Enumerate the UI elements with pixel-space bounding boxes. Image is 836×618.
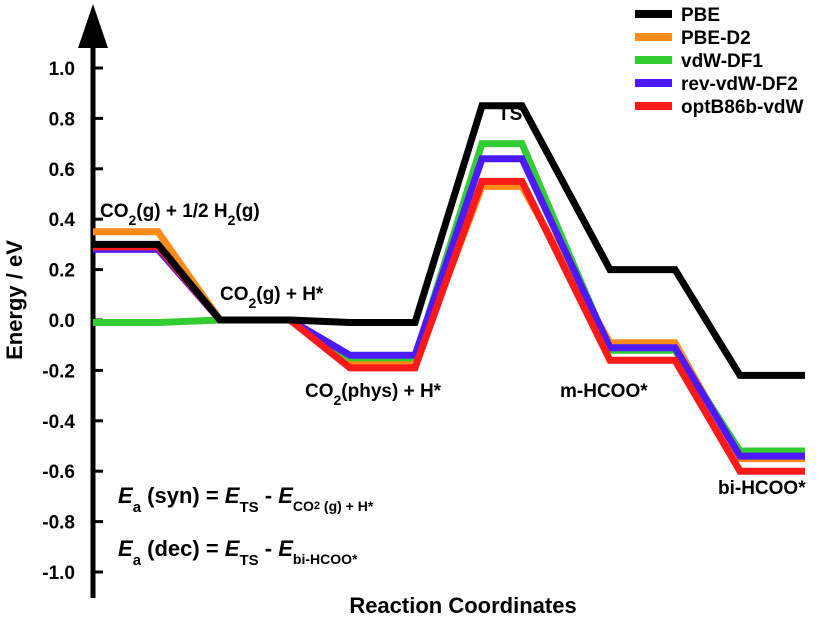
series-group	[93, 102, 805, 475]
legend-label: optB86b-vdW	[681, 97, 804, 118]
y-tick-label: -0.2	[42, 361, 75, 382]
y-tick-label: -0.6	[42, 462, 75, 483]
y-tick-label: 0.6	[49, 160, 75, 181]
state-label: CO2(g) + 1/2 H2(g)	[100, 201, 260, 228]
y-tick-label: -0.4	[42, 412, 75, 433]
x-axis-title: Reaction Coordinates	[349, 593, 576, 618]
y-tick-label: 0.0	[49, 311, 75, 332]
activation-energy-equation: Ea (syn) = ETS - ECO2 (g) + H*	[118, 483, 374, 516]
state-label: m-HCOO*	[560, 381, 648, 402]
state-labels: CO2(g) + 1/2 H2(g) CO2(g) + H* CO2(phys) +…	[100, 104, 806, 499]
series-line-optb86b-vdw	[93, 177, 805, 475]
equations: Ea (syn) = ETS - ECO2 (g) + H* Ea (dec) =…	[118, 483, 374, 569]
y-axis-title: Energy / eV	[2, 240, 27, 360]
legend-label: PBE-D2	[681, 28, 751, 49]
legend-label: vdW-DF1	[681, 51, 763, 72]
y-tick-label: 1.0	[49, 59, 75, 80]
y-ticks: 1.0 0.8 0.6 0.4 0.2 0.0 -0.2 -0.4 -0.6 -0.8 -1.0	[42, 59, 103, 584]
y-axis: 1.0 0.8 0.6 0.4 0.2 0.0 -0.2 -0.4 -0.6 -0.8 -1.0	[42, 4, 108, 598]
y-tick-label: 0.8	[49, 109, 75, 130]
y-tick-label: 0.2	[49, 261, 75, 282]
y-tick-label: 0.4	[49, 210, 76, 231]
state-label: TS	[498, 104, 522, 125]
y-axis-arrow	[78, 4, 108, 48]
state-label: CO2(phys) + H*	[305, 381, 442, 408]
state-label: bi-HCOO*	[718, 478, 806, 499]
legend-label: PBE	[681, 5, 720, 26]
y-tick-label: -1.0	[42, 563, 75, 584]
series-line-pbe	[93, 102, 805, 379]
y-tick-label: -0.8	[42, 513, 75, 534]
state-label: CO2(g) + H*	[220, 284, 324, 311]
legend-label: rev-vdW-DF2	[681, 74, 798, 95]
activation-energy-equation: Ea (dec) = ETS - Ebi-HCOO*	[118, 536, 358, 569]
